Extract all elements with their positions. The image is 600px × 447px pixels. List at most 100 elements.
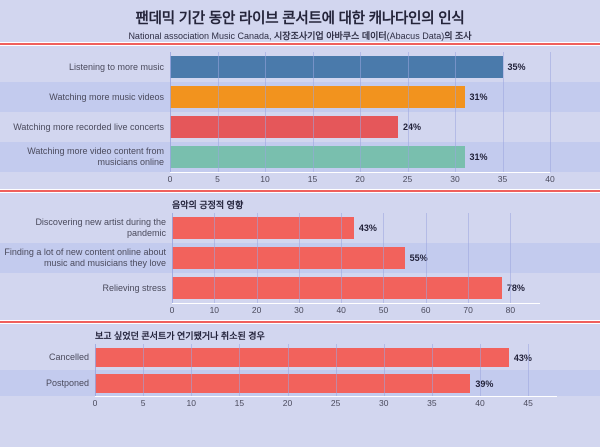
x-tick-label: 80 — [505, 305, 516, 316]
category-label: Relieving stress — [102, 282, 166, 293]
category-label: Watching more video content from musicia… — [27, 146, 164, 168]
chart-row: Watching more recorded live concerts 24% — [0, 112, 600, 142]
panel-3-plot-area: Cancelled 43% Postponed 39% — [0, 344, 600, 397]
x-tick-label: 10 — [260, 174, 270, 185]
bar[interactable] — [170, 116, 398, 139]
axis-baseline — [172, 303, 540, 305]
bar-value-label: 24% — [403, 122, 422, 133]
bar-cell: 35% — [170, 52, 600, 82]
category-label: Postponed — [45, 377, 89, 388]
panel-3-x-axis: 0 5 10 15 20 25 30 35 40 45 — [0, 397, 600, 411]
bar-value-label: 43% — [358, 223, 377, 234]
panel-1-plot-area: Listening to more music 35% Watching more … — [0, 52, 600, 173]
chart-row: Watching more video content from musicia… — [0, 142, 600, 173]
bar[interactable] — [95, 348, 509, 368]
bar-cell: 43% — [172, 213, 600, 243]
header: 팬데믹 기간 동안 라이브 콘서트에 대한 캐나다인의 인식 National … — [0, 0, 600, 43]
bar[interactable] — [172, 247, 405, 270]
x-tick-label: 20 — [251, 305, 262, 316]
axis-baseline — [170, 172, 550, 174]
chart-row: Watching more music videos 31% — [0, 82, 600, 113]
bar[interactable] — [170, 86, 465, 109]
x-tick-label: 30 — [450, 174, 460, 185]
bar-value-label: 55% — [409, 253, 428, 264]
panel-2-plot-area: Discovering new artist during the pandem… — [0, 213, 600, 304]
chart-panel-1: Listening to more music 35% Watching more … — [0, 46, 600, 190]
x-tick-label: 25 — [330, 398, 341, 409]
separator-1 — [0, 189, 600, 194]
chart-row: Cancelled 43% — [0, 344, 600, 370]
bar[interactable] — [172, 217, 354, 240]
x-tick-label: 35 — [427, 398, 437, 409]
chart-row: Finding a lot of new content online abou… — [0, 243, 600, 274]
x-tick-label: 20 — [282, 398, 293, 409]
panel-2-x-axis: 0 10 20 30 40 50 60 70 80 — [0, 304, 600, 318]
separator-2 — [0, 320, 600, 325]
bar-cell: 31% — [170, 82, 600, 112]
category-label: Watching more music videos — [49, 91, 164, 102]
subtitle-part-2: 시장조사기업 아바쿠스 데이터 — [274, 31, 387, 42]
chart-row: Listening to more music 35% — [0, 52, 600, 82]
x-tick-label: 30 — [294, 305, 304, 316]
separator-top — [0, 42, 600, 47]
x-tick-label: 45 — [523, 398, 533, 409]
x-tick-label: 40 — [545, 174, 555, 185]
panel-2-title: 음악의 긍정적 영향 — [172, 200, 244, 211]
bar-value-label: 31% — [469, 152, 488, 163]
bar-cell: 78% — [172, 273, 600, 303]
x-tick-label: 15 — [307, 174, 318, 185]
bar-value-label: 35% — [507, 62, 526, 73]
subtitle-part-4: 의 조사 — [444, 31, 472, 42]
bar[interactable] — [170, 56, 503, 79]
chart-row: Discovering new artist during the pandem… — [0, 213, 600, 243]
x-tick-label: 40 — [336, 305, 346, 316]
x-tick-label: 0 — [92, 398, 98, 409]
panel-bottom-spacer — [0, 318, 600, 320]
bar[interactable] — [172, 277, 502, 300]
bar-value-label: 39% — [475, 378, 494, 389]
x-tick-label: 20 — [355, 174, 365, 185]
bar-cell: 39% — [95, 370, 600, 396]
bar-value-label: 43% — [513, 352, 532, 363]
x-tick-label: 15 — [234, 398, 245, 409]
bar-cell: 55% — [172, 243, 600, 273]
chart-row: Relieving stress 78% — [0, 273, 600, 303]
x-tick-label: 70 — [463, 305, 473, 316]
page-subtitle: National association Music Canada, 시장조사기… — [0, 31, 600, 42]
x-tick-label: 10 — [186, 398, 196, 409]
category-label: Watching more recorded live concerts — [13, 121, 164, 132]
x-tick-label: 25 — [402, 174, 413, 185]
chart-panel-3: 보고 싶었던 콘서트가 연기됐거나 취소된 경우 Cancelled 43% Post… — [0, 324, 600, 414]
x-tick-label: 5 — [215, 174, 220, 185]
category-label: Listening to more music — [68, 61, 164, 72]
bar[interactable] — [95, 374, 471, 394]
category-label: Discovering new artist during the pandem… — [35, 217, 166, 239]
x-tick-label: 0 — [169, 305, 175, 316]
page-title: 팬데믹 기간 동안 라이브 콘서트에 대한 캐나다인의 인식 — [135, 11, 465, 27]
panel-bottom-spacer — [0, 187, 600, 189]
chart-row: Postponed 39% — [0, 370, 600, 397]
x-tick-label: 5 — [140, 398, 146, 409]
bar-value-label: 31% — [469, 92, 488, 103]
axis-baseline — [95, 396, 557, 398]
panel-1-x-axis: 0 5 10 15 20 25 30 35 40 — [0, 173, 600, 187]
x-tick-label: 40 — [475, 398, 485, 409]
bar-cell: 24% — [170, 112, 600, 142]
x-tick-label: 35 — [497, 174, 508, 185]
subtitle-part-1: National association Music Canada, — [128, 31, 275, 42]
x-tick-label: 0 — [167, 174, 173, 185]
x-tick-label: 50 — [378, 305, 389, 316]
bar-value-label: 78% — [506, 283, 525, 294]
bar-cell: 43% — [95, 344, 600, 370]
subtitle-part-3: (Abacus Data) — [386, 31, 445, 42]
x-tick-label: 30 — [379, 398, 389, 409]
bar[interactable] — [170, 146, 465, 169]
x-tick-label: 10 — [209, 305, 220, 316]
panel-3-title: 보고 싶었던 콘서트가 연기됐거나 취소된 경우 — [95, 331, 265, 342]
category-label: Cancelled — [48, 351, 89, 362]
bar-cell: 31% — [170, 142, 600, 172]
category-label: Finding a lot of new content online abou… — [4, 247, 166, 269]
chart-panel-2: 음악의 긍정적 영향 Discovering new artist during … — [0, 193, 600, 321]
panel-bottom-spacer — [0, 411, 600, 413]
